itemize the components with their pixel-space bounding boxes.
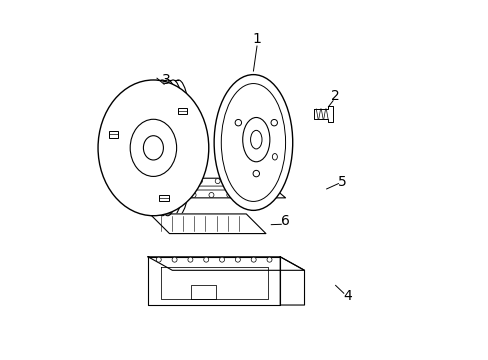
Circle shape <box>233 179 238 184</box>
Ellipse shape <box>98 80 208 216</box>
Circle shape <box>250 179 255 184</box>
Ellipse shape <box>242 117 269 162</box>
Polygon shape <box>313 106 332 122</box>
Circle shape <box>215 179 220 184</box>
Text: 4: 4 <box>343 289 352 303</box>
Circle shape <box>187 257 192 262</box>
Ellipse shape <box>214 75 292 210</box>
Ellipse shape <box>148 80 176 216</box>
Circle shape <box>203 257 208 262</box>
Circle shape <box>235 120 241 126</box>
Circle shape <box>262 193 267 198</box>
Circle shape <box>172 257 177 262</box>
Circle shape <box>270 120 277 126</box>
Ellipse shape <box>159 80 186 216</box>
Text: 3: 3 <box>161 73 170 87</box>
Polygon shape <box>280 257 304 305</box>
Polygon shape <box>137 178 285 198</box>
Circle shape <box>208 193 214 198</box>
Circle shape <box>155 193 160 198</box>
Ellipse shape <box>164 80 192 216</box>
Bar <box>159 195 168 201</box>
Circle shape <box>173 193 178 198</box>
Polygon shape <box>149 214 265 234</box>
Circle shape <box>253 170 259 177</box>
Circle shape <box>179 179 184 184</box>
Ellipse shape <box>143 136 163 160</box>
Bar <box>109 131 118 138</box>
Ellipse shape <box>130 119 176 176</box>
Circle shape <box>162 179 166 184</box>
Bar <box>178 108 187 114</box>
Text: 5: 5 <box>338 175 346 189</box>
Circle shape <box>266 257 271 262</box>
Polygon shape <box>148 257 280 305</box>
Circle shape <box>235 257 240 262</box>
Circle shape <box>191 193 196 198</box>
Circle shape <box>156 257 161 262</box>
Text: 1: 1 <box>252 32 261 46</box>
Text: 2: 2 <box>330 89 339 103</box>
Circle shape <box>251 257 256 262</box>
Circle shape <box>143 179 148 184</box>
Ellipse shape <box>154 80 181 216</box>
Text: 6: 6 <box>281 214 289 228</box>
Ellipse shape <box>272 154 277 160</box>
Circle shape <box>244 193 249 198</box>
Polygon shape <box>148 257 304 270</box>
Circle shape <box>197 179 202 184</box>
Circle shape <box>219 257 224 262</box>
Circle shape <box>226 193 231 198</box>
